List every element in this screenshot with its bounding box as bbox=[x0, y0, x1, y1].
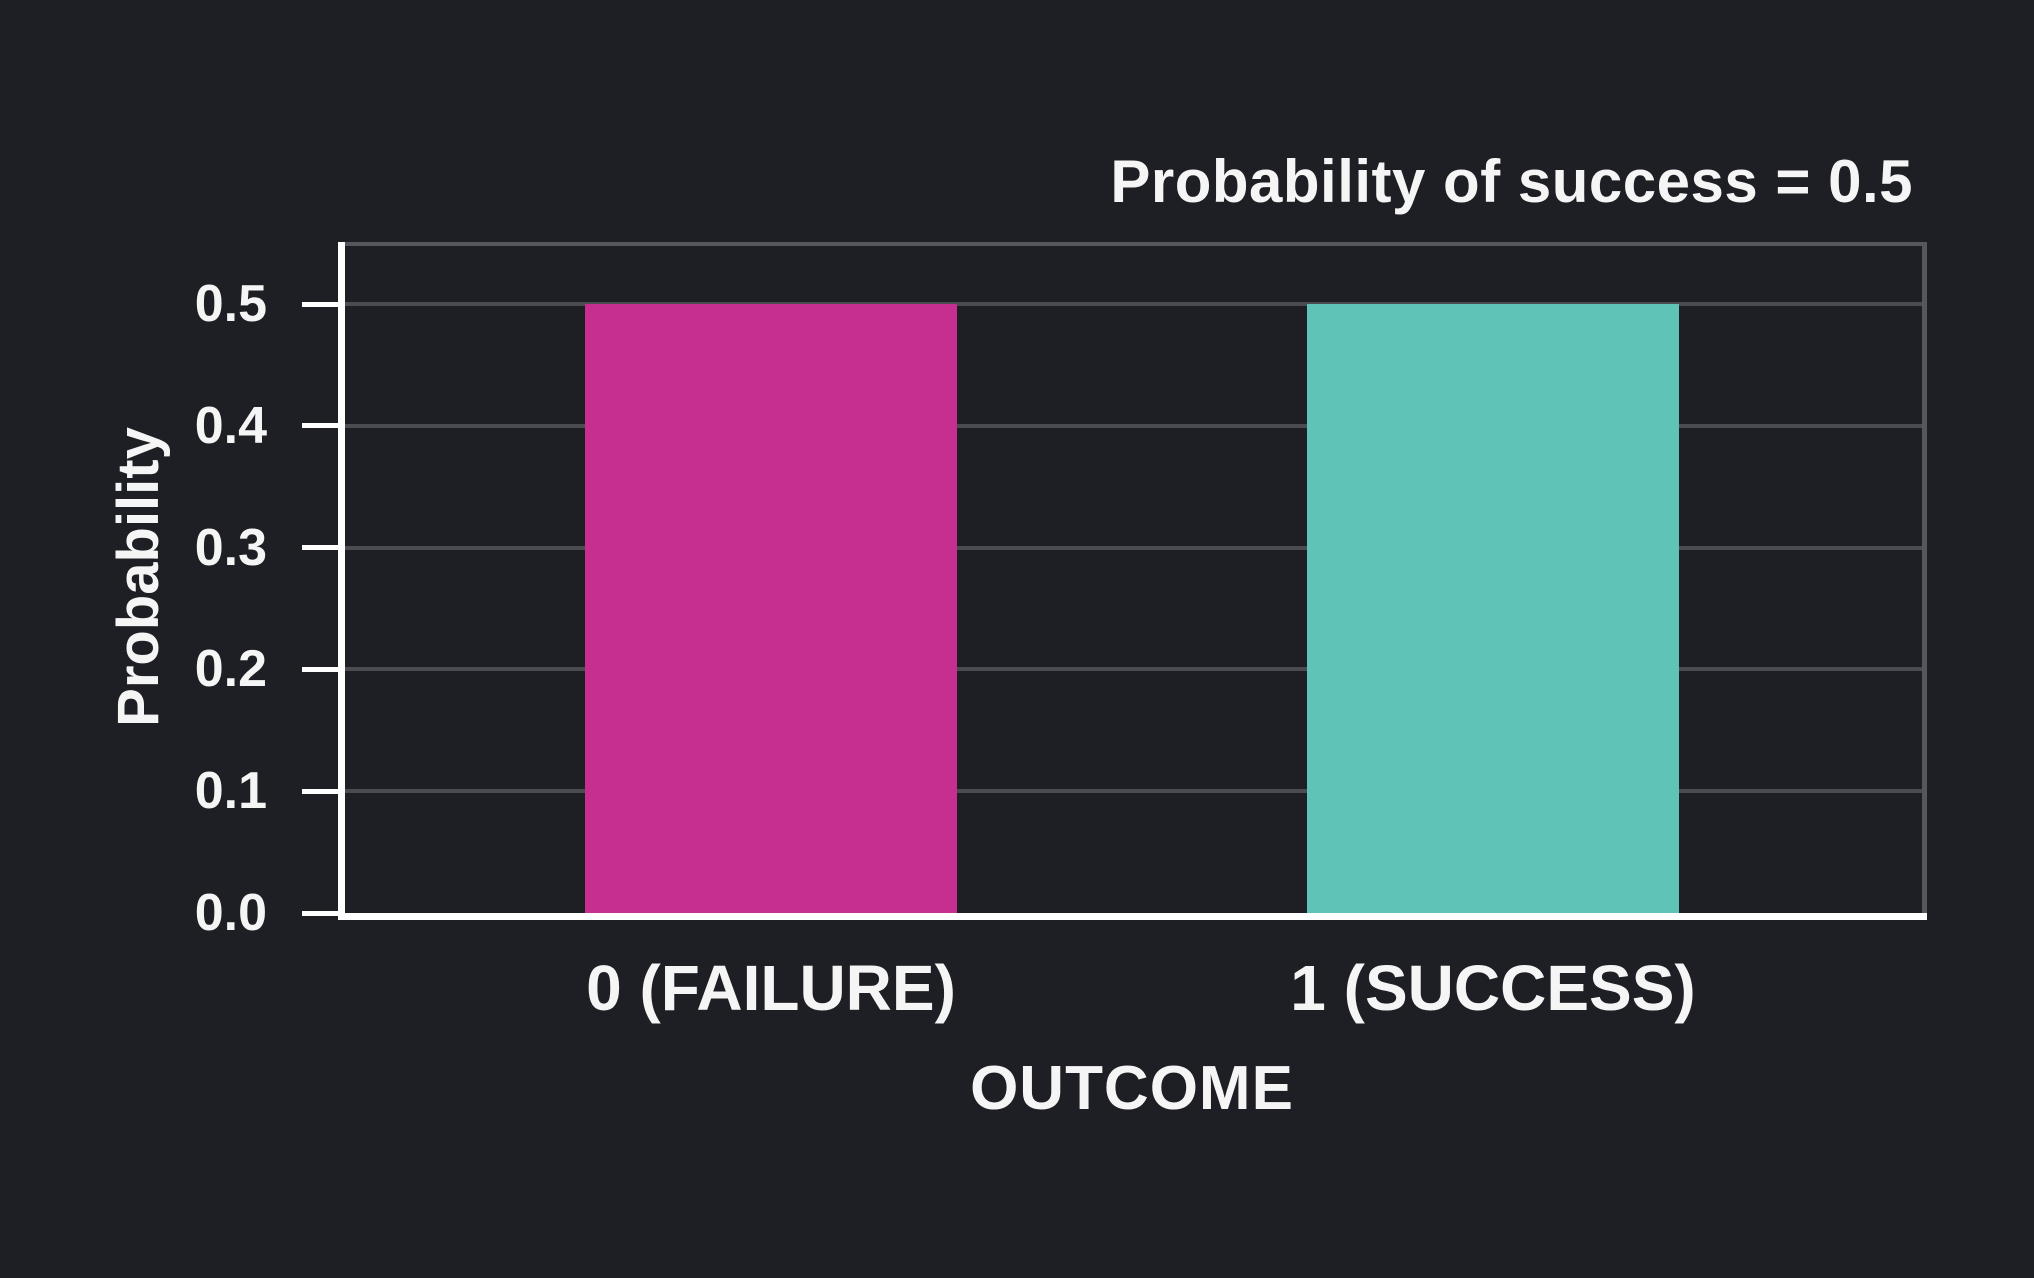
gridline bbox=[345, 546, 1922, 550]
gridline bbox=[345, 424, 1922, 428]
y-tick-label: 0.4 bbox=[194, 397, 267, 455]
y-axis-line bbox=[338, 242, 345, 913]
y-tick-label: 0.2 bbox=[194, 640, 267, 698]
plot-area: 0.0 0.1 0.2 0.3 0.4 0.5 0 (FAILURE) 1 (SUCCESS) bbox=[195, 242, 1927, 1024]
gridline bbox=[345, 667, 1922, 671]
y-tick bbox=[302, 423, 338, 428]
y-tick-label: 0.0 bbox=[194, 884, 267, 942]
y-tick bbox=[302, 302, 338, 307]
x-tick-label: 0 (FAILURE) bbox=[586, 952, 956, 1024]
bar-1 bbox=[1307, 304, 1679, 913]
x-axis-line bbox=[338, 913, 1927, 920]
y-tick bbox=[302, 545, 338, 550]
right-spine bbox=[1922, 242, 1927, 920]
x-axis-title: OUTCOME bbox=[970, 1054, 1294, 1123]
bar-0 bbox=[585, 304, 957, 913]
y-tick-label: 0.1 bbox=[194, 762, 267, 820]
y-tick-label: 0.5 bbox=[194, 275, 267, 333]
gridline bbox=[345, 302, 1922, 306]
y-tick bbox=[302, 789, 338, 794]
y-tick bbox=[302, 667, 338, 672]
chart-title: Probability of success = 0.5 bbox=[1110, 148, 1913, 215]
y-tick bbox=[302, 911, 338, 916]
top-spine bbox=[345, 242, 1927, 246]
gridline bbox=[345, 789, 1922, 793]
y-tick-label: 0.3 bbox=[194, 519, 267, 577]
x-tick-label: 1 (SUCCESS) bbox=[1290, 952, 1696, 1024]
